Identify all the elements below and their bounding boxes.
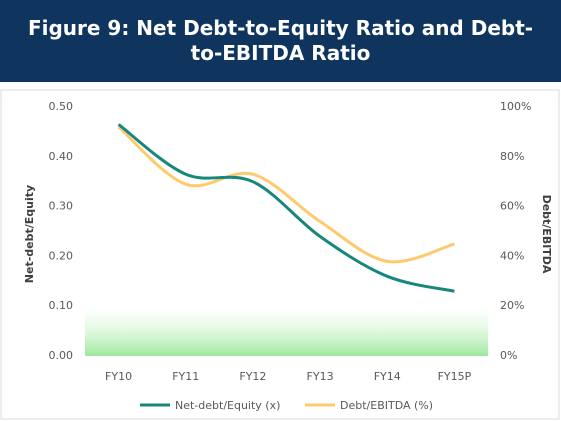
chart-border: [0, 89, 560, 420]
y2-tick-label: 40%: [500, 249, 524, 262]
y-tick-label: 0.50: [49, 100, 74, 113]
y-tick-label: 0.10: [49, 299, 74, 312]
x-tick-label: FY14: [374, 370, 401, 383]
y-tick-label: 0.20: [49, 249, 74, 262]
y2-tick-label: 60%: [500, 200, 524, 213]
y-tick-label: 0.00: [49, 349, 74, 362]
y2-tick-label: 100%: [500, 100, 531, 113]
y-axis-title: Net-debt/Equity: [23, 185, 36, 283]
legend-label: Net-debt/Equity (x): [175, 399, 280, 412]
y2-axis-title: Debt/EBITDA: [540, 195, 553, 274]
shaded-band: [85, 311, 488, 356]
x-tick-label: FY12: [239, 370, 266, 383]
line: [117, 125, 455, 264]
y-tick-label: 0.30: [49, 200, 74, 213]
y-tick-label: 0.40: [49, 150, 74, 163]
y2-tick-label: 80%: [500, 150, 524, 163]
x-tick-label: FY15P: [438, 370, 472, 383]
legend-label: Debt/EBITDA (%): [340, 399, 433, 412]
chart-title: Figure 9: Net Debt-to-Equity Ratio and D…: [0, 0, 561, 82]
x-tick-label: FY11: [172, 370, 199, 383]
y2-tick-label: 20%: [500, 299, 524, 312]
line: [117, 123, 455, 293]
chart: Net-debt/Equity Debt/EBITDA 0.00 0.10 0.20…: [0, 89, 560, 420]
x-tick-label: FY10: [105, 370, 132, 383]
y2-tick-label: 0%: [500, 349, 517, 362]
x-tick-label: FY13: [307, 370, 334, 383]
